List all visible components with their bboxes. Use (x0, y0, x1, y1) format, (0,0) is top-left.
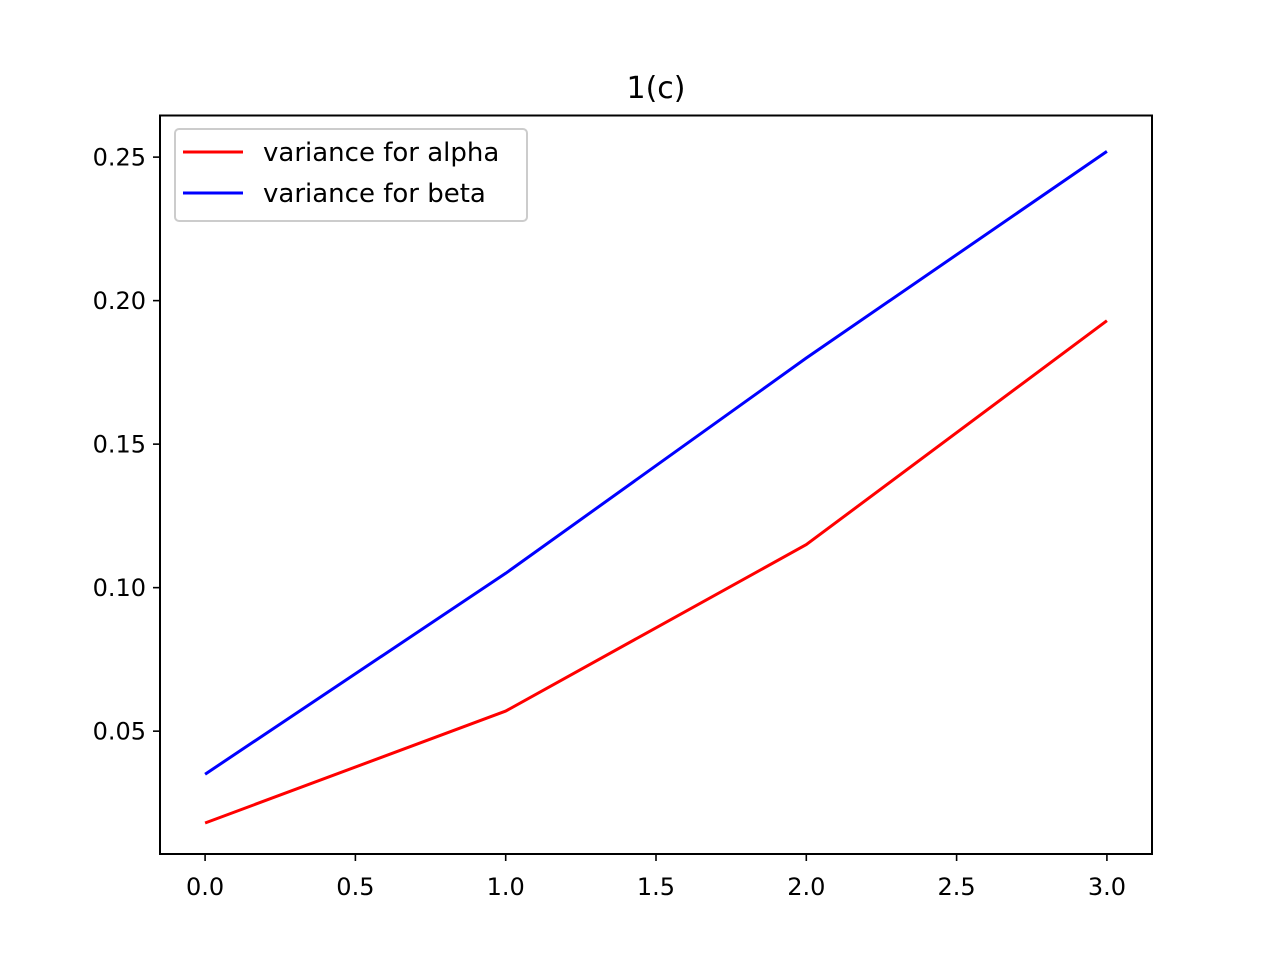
x-tick-label: 1.0 (487, 873, 525, 901)
x-tick-label: 1.5 (637, 873, 675, 901)
x-axis: 0.0 0.5 1.0 1.5 2.0 2.5 3.0 (186, 854, 1126, 901)
legend-label-beta: variance for beta (263, 179, 486, 209)
legend: variance for alpha variance for beta (174, 128, 528, 222)
x-tick-label: 2.0 (787, 873, 825, 901)
y-tick-label: 0.05 (93, 718, 146, 746)
chart-title: 1(c) (627, 71, 686, 106)
y-tick-label: 0.25 (93, 144, 146, 172)
series-layer (204, 150, 1108, 825)
y-tick-label: 0.20 (93, 287, 146, 315)
legend-label-alpha: variance for alpha (263, 138, 499, 168)
x-tick-label: 0.0 (186, 873, 224, 901)
x-tick-label: 2.5 (938, 873, 976, 901)
x-tick-label: 3.0 (1088, 873, 1126, 901)
series-line-alpha (204, 319, 1108, 825)
series-line-beta (204, 150, 1108, 776)
y-axis: 0.05 0.10 0.15 0.20 0.25 (93, 144, 160, 746)
y-tick-label: 0.15 (93, 431, 146, 459)
y-tick-label: 0.10 (93, 574, 146, 602)
x-tick-label: 0.5 (336, 873, 374, 901)
legend-box (174, 128, 528, 222)
